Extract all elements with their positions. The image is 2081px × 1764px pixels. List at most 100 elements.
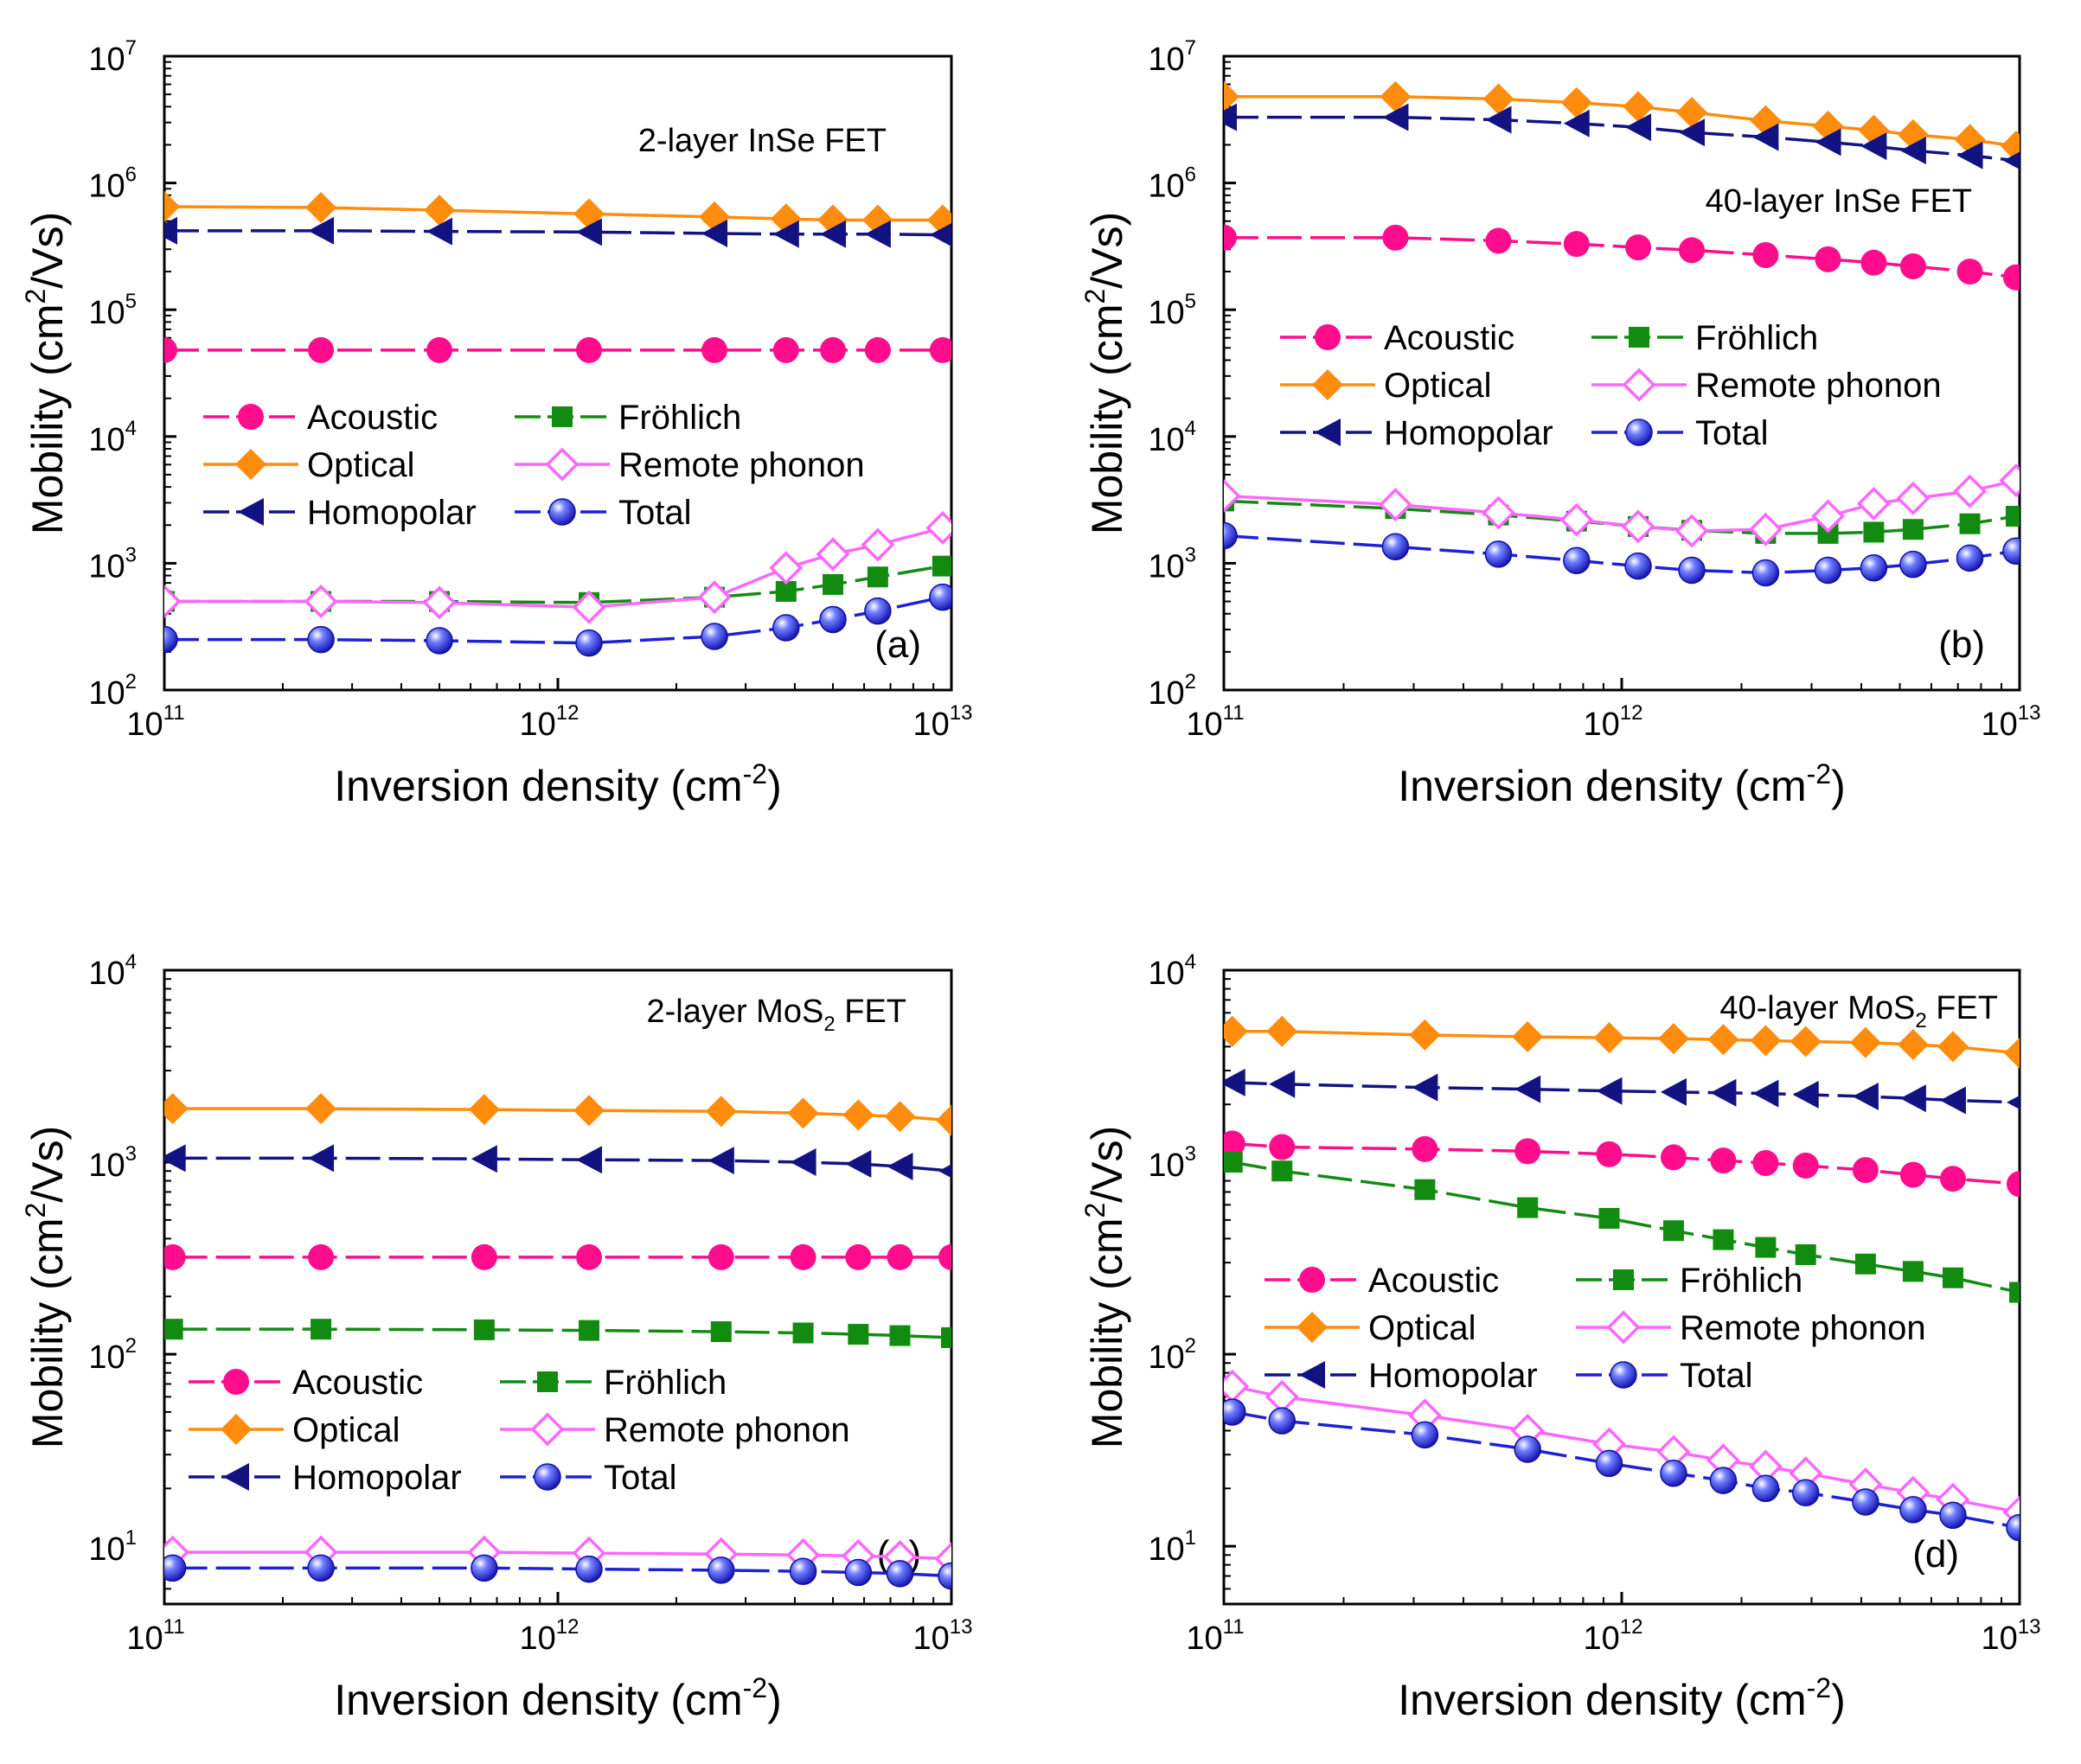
data-point-optical [1512, 1021, 1544, 1053]
data-point-optical [1593, 1022, 1625, 1054]
legend-label: Total [1695, 414, 1769, 452]
data-point-acoustic [1224, 224, 1237, 251]
data-point-acoustic [1563, 231, 1590, 258]
square-marker-icon [552, 406, 573, 427]
legend-item-homopolar: Homopolar [203, 494, 477, 532]
data-point-total [1411, 1421, 1439, 1449]
data-point-remote-phonon [697, 580, 732, 615]
data-point-homopolar [1382, 103, 1409, 131]
x-tick-label: 1012 [520, 701, 579, 743]
data-point-acoustic [308, 1243, 335, 1270]
legend-label: Acoustic [292, 1364, 423, 1402]
panel-a: 1011 1012 1013 102 103 104 105 106 107 Inversion … [20, 36, 972, 810]
panel-title: 2-layer MoS2 FET [646, 994, 906, 1036]
data-point-acoustic [1956, 259, 1983, 285]
data-point-frohlich [311, 1319, 332, 1340]
data-point-total [307, 625, 335, 654]
data-point-total [789, 1557, 817, 1585]
series-acoustic [164, 336, 951, 363]
data-point-homopolar [1792, 1080, 1819, 1109]
data-point-total [1852, 1488, 1879, 1516]
data-point-acoustic [576, 336, 603, 363]
data-point-total [164, 1554, 187, 1582]
y-tick-label: 103 [88, 1142, 137, 1184]
data-point-total [1484, 540, 1513, 568]
data-point-acoustic [820, 336, 847, 363]
legend-item-total: Total [500, 1459, 677, 1497]
data-point-frohlich [1755, 1237, 1777, 1258]
data-point-optical [164, 191, 180, 223]
x-tick-label: 1012 [520, 1615, 579, 1657]
data-point-total [426, 627, 453, 655]
data-point-homopolar [938, 1164, 951, 1179]
data-point-acoustic [790, 1243, 816, 1270]
open-diamond-marker-icon [545, 447, 579, 482]
data-point-total [1939, 1501, 1967, 1530]
data-point-homopolar [1679, 118, 1706, 147]
data-point-total [1268, 1407, 1296, 1435]
data-point-optical [884, 1101, 916, 1133]
legend-item-optical: Optical [189, 1411, 400, 1449]
y-axis-label: Mobility (cm2/Vs) [20, 212, 72, 534]
series-line-optical [1224, 94, 2017, 148]
data-point-frohlich [1902, 519, 1924, 540]
data-point-optical [936, 1104, 951, 1136]
data-point-acoustic [426, 336, 453, 363]
legend-item-homopolar: Homopolar [1265, 1357, 1538, 1395]
y-tick-label: 103 [88, 543, 137, 585]
data-point-remote-phonon [572, 590, 606, 624]
y-tick-label: 104 [88, 950, 137, 992]
data-point-homopolar [1752, 1079, 1779, 1108]
data-point-frohlich [1942, 1267, 1963, 1288]
y-axis-label: Mobility (cm2/Vs) [1079, 212, 1131, 534]
series-line-optical [172, 1107, 951, 1122]
x-tick-label: 1013 [913, 701, 973, 743]
series-acoustic [1224, 224, 2020, 291]
data-point-remote-phonon [1621, 509, 1655, 544]
data-point-remote-phonon [1999, 463, 2020, 498]
data-point-frohlich [792, 1322, 814, 1344]
data-point-frohlich [2005, 506, 2020, 527]
data-point-frohlich [1959, 513, 1981, 534]
data-point-homopolar [1563, 109, 1590, 137]
legend-item-remote-phonon: Remote phonon [500, 1411, 850, 1449]
y-tick-label: 102 [1148, 1334, 1196, 1376]
series-line-remote-phonon [172, 1550, 951, 1561]
panel-label: (b) [1938, 623, 1985, 666]
diamond-marker-icon [235, 449, 266, 480]
series-homopolar [164, 216, 951, 248]
data-point-frohlich [867, 566, 888, 588]
data-point-total [575, 629, 603, 657]
plot-frame [163, 968, 953, 1606]
data-point-frohlich [1902, 1261, 1924, 1282]
data-point-total [307, 1554, 335, 1582]
square-marker-icon [1613, 1269, 1634, 1290]
data-point-total [1751, 1474, 1780, 1503]
y-tick-label: 106 [1148, 163, 1196, 205]
series-homopolar [1224, 1068, 2020, 1115]
series-line-total [172, 1566, 951, 1578]
legend-item-homopolar: Homopolar [1280, 414, 1553, 452]
data-point-homopolar [1899, 137, 1926, 165]
legend-item-total: Total [1576, 1357, 1753, 1395]
data-point-frohlich [1224, 1152, 1243, 1173]
data-point-homopolar [426, 217, 453, 246]
series-acoustic [1224, 1130, 2020, 1198]
data-point-acoustic [1852, 1157, 1879, 1184]
data-point-frohlich [941, 1326, 951, 1348]
legend-label: Optical [1384, 367, 1492, 405]
data-point-frohlich [710, 1321, 732, 1343]
data-point-acoustic [864, 336, 891, 363]
data-point-homopolar [1412, 1073, 1438, 1102]
data-point-total [1860, 553, 1888, 582]
open-diamond-marker-icon [530, 1412, 565, 1447]
data-point-homopolar [1485, 105, 1512, 134]
sphere-marker-icon [534, 1463, 561, 1491]
data-point-total [1514, 1435, 1541, 1463]
y-tick-label: 102 [88, 670, 137, 712]
data-point-acoustic [938, 1243, 951, 1270]
data-point-remote-phonon [861, 527, 895, 562]
data-point-total [1563, 546, 1591, 575]
data-point-acoustic [1752, 241, 1779, 268]
data-point-acoustic [772, 336, 799, 363]
